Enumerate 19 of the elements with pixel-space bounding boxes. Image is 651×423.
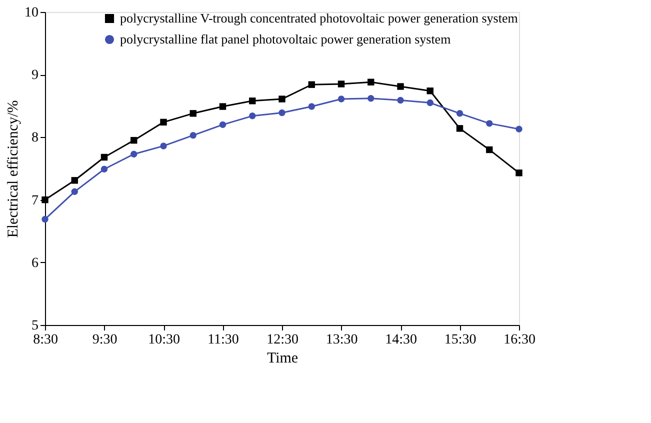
x-tick-label: 15:30 <box>444 332 476 348</box>
legend-label: polycrystalline flat panel photovoltaic power generation system <box>120 32 451 46</box>
y-axis-title: Electrical efficiency/% <box>6 100 22 238</box>
y-tick-label: 8 <box>32 130 38 146</box>
x-tick-label: 16:30 <box>504 332 536 348</box>
y-tick-label: 6 <box>32 256 38 271</box>
x-tick-label: 8:30 <box>33 332 58 348</box>
x-tick-label: 9:30 <box>92 332 118 348</box>
y-tick-label: 5 <box>32 318 38 334</box>
y-tick-label: 9 <box>32 68 38 84</box>
x-tick-label: 10:30 <box>148 332 180 348</box>
y-tick-label: 10 <box>24 6 38 20</box>
x-tick-label: 12:30 <box>266 332 298 348</box>
y-tick-label: 7 <box>32 193 38 208</box>
legend-label: polycrystalline V-trough concentrated photovoltaic power generation system <box>120 10 518 26</box>
x-tick-label: 11:30 <box>208 332 239 348</box>
x-axis-title: Time <box>266 350 298 366</box>
x-tick-label: 14:30 <box>385 332 417 348</box>
x-tick-label: 13:30 <box>326 332 358 348</box>
